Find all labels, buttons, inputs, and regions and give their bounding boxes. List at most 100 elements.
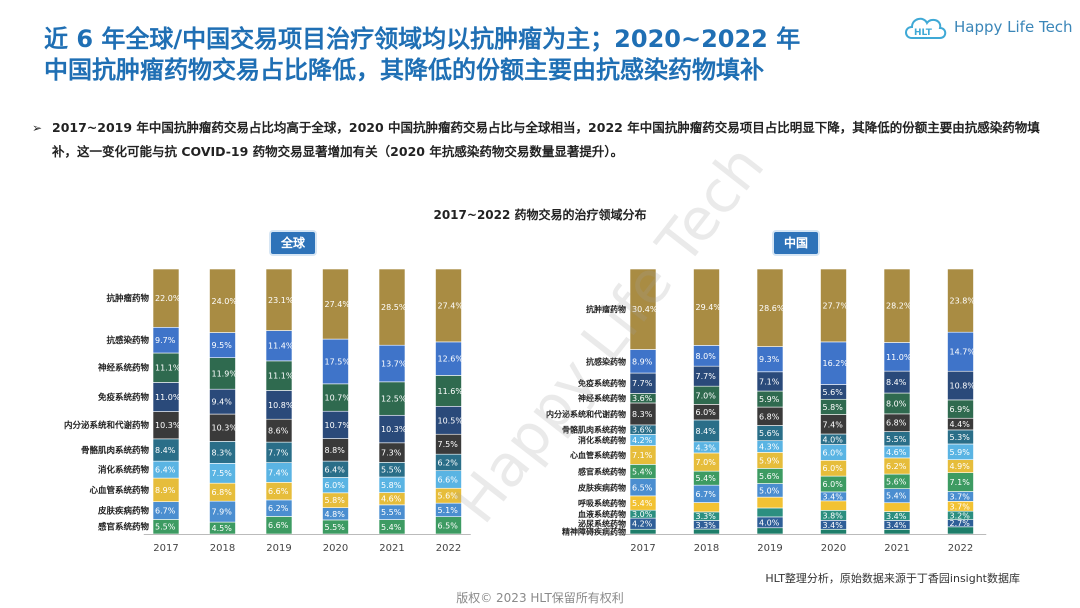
- series-label: 消化系统药物: [98, 465, 150, 476]
- data-label: 6.6%: [268, 521, 289, 530]
- bar-segment: [820, 528, 847, 535]
- title-line-2: 中国抗肿瘤药物交易占比降低，其降低的份额主要由抗感染药物填补: [44, 56, 764, 84]
- series-label: 抗感染药物: [106, 335, 149, 346]
- data-label: 4.0%: [759, 518, 780, 527]
- data-label: 6.6%: [438, 475, 459, 484]
- brand-name: Happy Life Tech: [954, 18, 1073, 36]
- series-label: 心血管系统药物: [570, 450, 626, 460]
- x-tick-label: 2021: [379, 543, 404, 554]
- data-label: 4.5%: [212, 524, 233, 533]
- data-label: 23.8%: [950, 297, 976, 306]
- series-label: 感官系统药物: [578, 467, 626, 477]
- data-label: 7.1%: [759, 377, 780, 386]
- data-label: 11.0%: [155, 393, 181, 402]
- data-label: 5.0%: [759, 486, 780, 495]
- bar-segment: [152, 411, 180, 440]
- chart-china: 4.2%3.0%5.4%6.5%5.4%7.1%4.2%3.6%8.3%3.6%…: [546, 268, 987, 554]
- data-label: 4.3%: [696, 443, 717, 452]
- bar-segment: [693, 528, 720, 535]
- data-label: 11.6%: [438, 387, 464, 396]
- data-label: 3.8%: [823, 511, 844, 520]
- data-label: 9.4%: [212, 398, 233, 407]
- bar-segment: [265, 330, 293, 362]
- series-label: 精神障碍疾病药物: [562, 527, 626, 537]
- data-label: 29.4%: [696, 303, 722, 312]
- data-label: 7.9%: [212, 508, 233, 517]
- bar-segment: [209, 357, 236, 390]
- data-label: 23.1%: [268, 296, 294, 305]
- data-label: 7.7%: [268, 448, 289, 457]
- data-label: 5.8%: [381, 481, 402, 490]
- data-label: 6.0%: [696, 408, 717, 417]
- data-label: 11.4%: [268, 342, 294, 351]
- data-label: 5.4%: [632, 468, 653, 477]
- data-label: 4.3%: [759, 443, 780, 452]
- data-label: 27.4%: [325, 300, 351, 309]
- data-label: 5.4%: [632, 499, 653, 508]
- data-label: 4.2%: [632, 520, 653, 529]
- data-label: 7.4%: [268, 468, 289, 477]
- series-label: 内分泌系统和代谢药物: [64, 420, 150, 431]
- data-label: 4.0%: [823, 435, 844, 444]
- x-tick-label: 2018: [210, 543, 235, 554]
- data-label: 11.0%: [886, 353, 912, 362]
- bar-segment: [883, 268, 911, 343]
- data-label: 3.6%: [632, 426, 653, 435]
- data-label: 3.4%: [886, 512, 907, 521]
- data-label: 3.4%: [886, 521, 907, 530]
- x-tick-label: 2021: [884, 543, 909, 554]
- data-label: 7.5%: [212, 469, 233, 478]
- bar-segment: [756, 527, 784, 535]
- series-label: 抗肿瘤药物: [586, 304, 626, 314]
- data-label: 3.2%: [950, 511, 971, 520]
- data-label: 5.5%: [155, 523, 176, 532]
- bar-segment: [378, 268, 406, 346]
- data-label: 6.0%: [823, 464, 844, 473]
- data-label: 5.4%: [696, 474, 717, 483]
- data-label: 8.6%: [268, 427, 289, 436]
- data-label: 3.3%: [696, 512, 717, 521]
- data-label: 4.9%: [950, 462, 971, 471]
- data-label: 10.7%: [325, 421, 351, 430]
- series-label: 心血管系统药物: [89, 485, 149, 496]
- bar-segment: [947, 331, 974, 372]
- bar-segment: [152, 327, 180, 354]
- data-source-note: HLT整理分析，原始数据来源于丁香园insight数据库: [765, 572, 1020, 585]
- data-label: 6.7%: [155, 507, 176, 516]
- bar-segment: [629, 528, 657, 535]
- data-label: 10.7%: [325, 394, 351, 403]
- page-title: 近 6 年全球/中国交易项目治疗领域均以抗肿瘤为主；2020~2022 年 中国…: [44, 24, 889, 86]
- bar-segment: [378, 344, 406, 383]
- data-label: 5.6%: [759, 429, 780, 438]
- data-label: 3.4%: [823, 492, 844, 501]
- bar-segment: [693, 502, 720, 513]
- bar-segment: [209, 332, 236, 358]
- data-label: 5.1%: [438, 506, 459, 515]
- bar-segment: [820, 341, 847, 385]
- data-label: 6.4%: [325, 465, 346, 474]
- region-badge-china: 中国: [774, 232, 819, 254]
- data-label: 8.4%: [696, 427, 717, 436]
- data-label: 28.6%: [759, 304, 785, 313]
- data-label: 17.5%: [325, 357, 351, 366]
- data-label: 7.0%: [696, 458, 717, 467]
- x-tick-label: 2019: [757, 543, 782, 554]
- data-label: 8.9%: [155, 486, 176, 495]
- data-label: 3.3%: [696, 521, 717, 530]
- data-label: 8.8%: [325, 446, 346, 455]
- data-label: 5.4%: [381, 523, 402, 532]
- bar-segment: [435, 341, 462, 376]
- data-label: 6.6%: [268, 487, 289, 496]
- data-label: 5.8%: [325, 496, 346, 505]
- data-label: 3.7%: [950, 502, 971, 511]
- x-tick-label: 2019: [266, 543, 291, 554]
- data-label: 5.6%: [438, 492, 459, 501]
- data-label: 5.8%: [823, 403, 844, 412]
- data-label: 7.5%: [438, 440, 459, 449]
- data-label: 6.5%: [438, 521, 459, 530]
- title-line-1: 近 6 年全球/中国交易项目治疗领域均以抗肿瘤为主；2020~2022 年: [44, 25, 801, 53]
- data-label: 11.9%: [212, 369, 238, 378]
- bar-segment: [435, 405, 462, 435]
- data-label: 4.8%: [325, 510, 346, 519]
- data-label: 5.5%: [381, 466, 402, 475]
